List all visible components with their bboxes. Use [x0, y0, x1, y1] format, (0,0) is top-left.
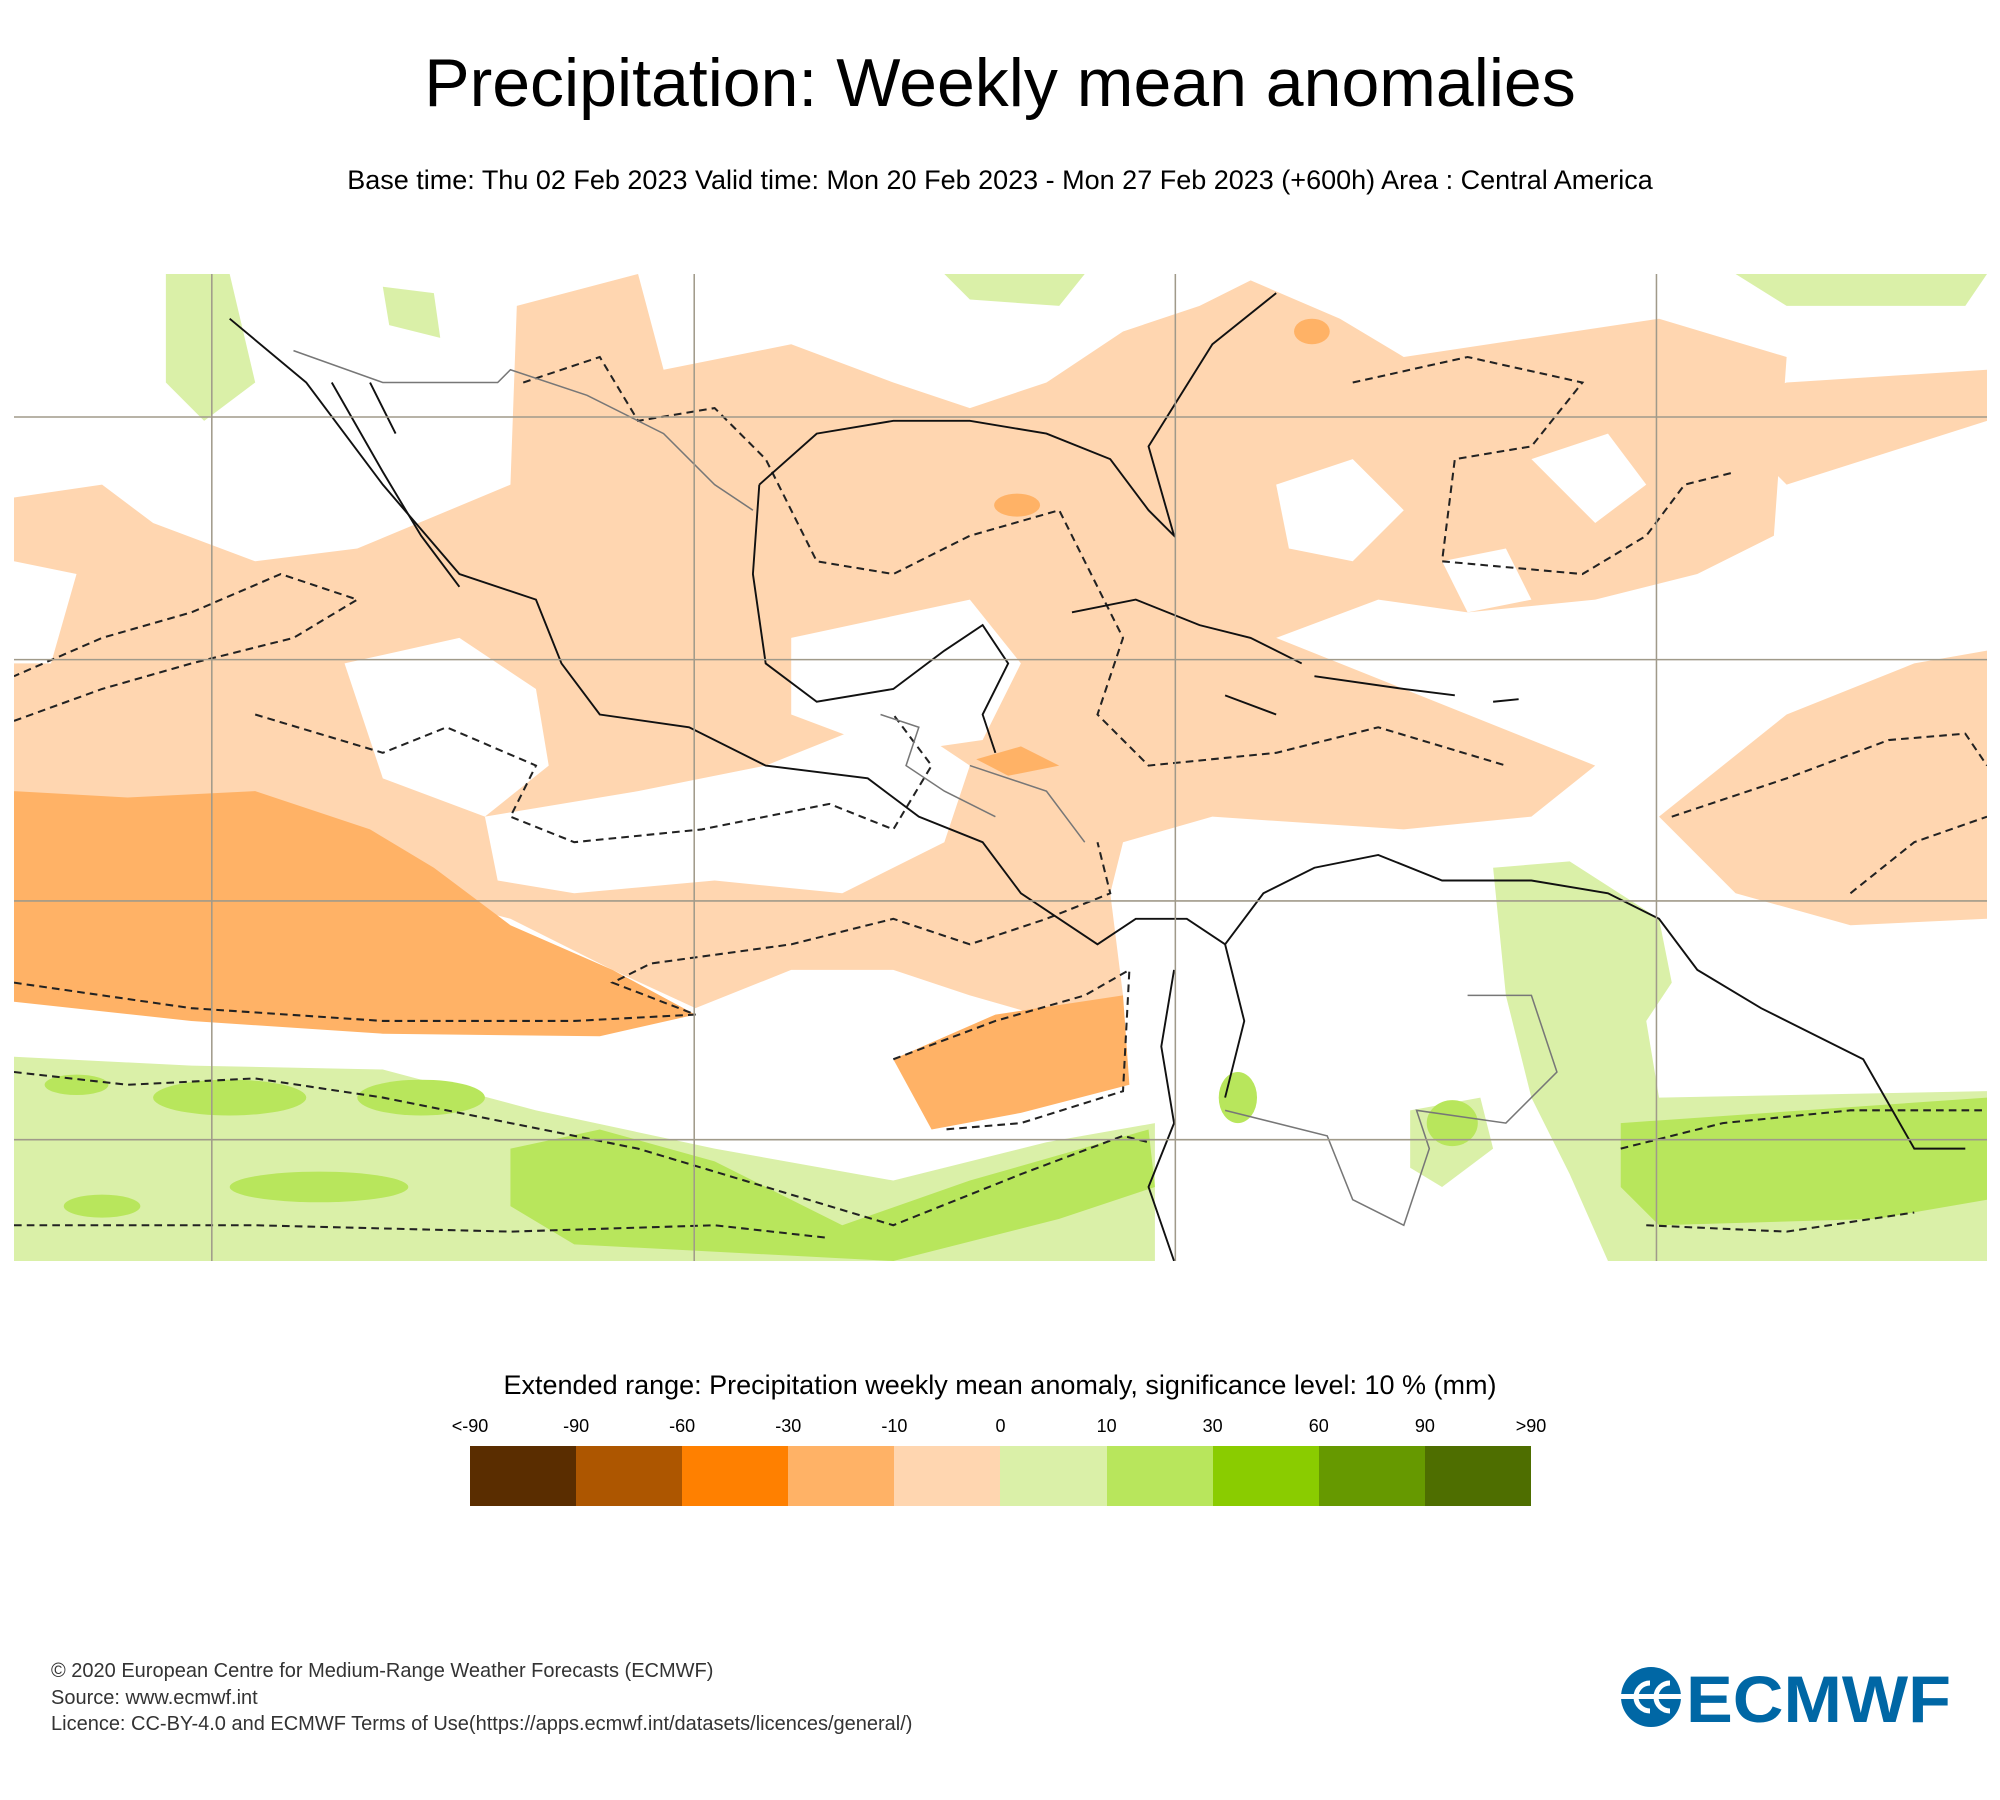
legend-tick: -10 — [881, 1416, 908, 1436]
legend-swatch — [682, 1446, 789, 1506]
legend-tick: 0 — [995, 1416, 1006, 1436]
legend-swatch — [1318, 1446, 1425, 1506]
legend-swatch — [1212, 1446, 1319, 1506]
legend-tick: 10 — [1096, 1416, 1117, 1436]
page-title: Precipitation: Weekly mean anomalies — [424, 45, 1576, 121]
anomaly-fill-white-gaps — [14, 433, 1647, 894]
legend-tick: -90 — [563, 1416, 590, 1436]
legend-swatch — [788, 1446, 895, 1506]
anomaly-fill-moderate-wet — [44, 1072, 1987, 1261]
legend-swatch — [576, 1446, 683, 1506]
ecmwf-logo: ECMWF — [1620, 1666, 1951, 1728]
source-text: Source: www.ecmwf.int — [51, 1686, 258, 1709]
borders — [293, 349, 1558, 1227]
legend-title: Extended range: Precipitation weekly mea… — [503, 1370, 1497, 1400]
copyright-text: © 2020 European Centre for Medium-Range … — [51, 1660, 714, 1682]
legend-colorbar — [470, 1446, 1531, 1506]
legend-swatch — [470, 1446, 577, 1506]
svg-text:ECMWF: ECMWF — [1686, 1666, 1951, 1728]
legend-tick: 90 — [1414, 1416, 1435, 1436]
legend-tick: >90 — [1515, 1416, 1547, 1436]
footer: © 2020 European Centre for Medium-Range … — [51, 1658, 912, 1738]
legend-ticks: <-90 -90 -60 -30 -10 0 10 30 60 90 >90 — [452, 1416, 1547, 1438]
legend-tick: 60 — [1308, 1416, 1329, 1436]
legend-tick: <-90 — [451, 1416, 489, 1436]
anomaly-fill-moderate-dry — [14, 318, 1330, 1130]
legend-swatch — [1106, 1446, 1213, 1506]
legend-swatch — [1424, 1446, 1531, 1506]
legend-swatch — [1000, 1446, 1107, 1506]
licence-text: Licence: CC-BY-4.0 and ECMWF Terms of Us… — [51, 1713, 913, 1735]
legend-tick: -30 — [775, 1416, 802, 1436]
legend-tick: 30 — [1202, 1416, 1223, 1436]
page-subtitle: Base time: Thu 02 Feb 2023 Valid time: M… — [347, 165, 1653, 195]
precipitation-anomaly-map — [14, 274, 1987, 1261]
legend-tick: -60 — [669, 1416, 696, 1436]
legend-swatch — [894, 1446, 1001, 1506]
graticule — [14, 274, 1987, 1261]
coastlines — [229, 292, 1966, 1261]
significance-contours — [14, 355, 1987, 1240]
